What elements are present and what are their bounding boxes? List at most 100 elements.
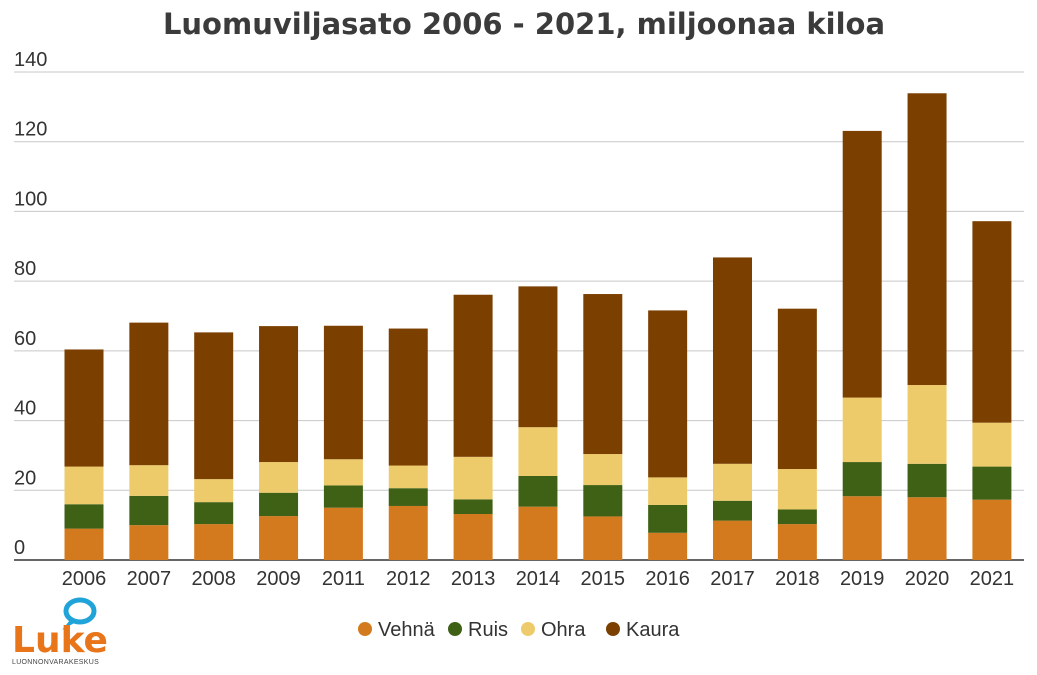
bar-segment <box>777 308 817 470</box>
bar-segment <box>583 454 623 486</box>
bars <box>64 93 1012 560</box>
bar-segment <box>259 462 299 493</box>
bar-stack-2016 <box>648 310 688 560</box>
logo-wordmark: Luke <box>12 620 108 661</box>
bar-segment <box>323 325 363 460</box>
legend-label: Kaura <box>626 619 680 641</box>
bar-segment <box>842 462 882 497</box>
bar-segment <box>194 524 234 560</box>
bar-segment <box>777 524 817 560</box>
x-tick-label: 2020 <box>905 568 950 590</box>
bar-stack-2013 <box>453 294 493 560</box>
x-tick-label: 2009 <box>256 568 301 590</box>
legend-label: Ruis <box>468 619 508 641</box>
y-tick-label: 0 <box>14 537 25 559</box>
bar-segment <box>518 506 558 560</box>
bar-segment <box>259 516 299 560</box>
bar-segment <box>64 504 104 529</box>
bar-segment <box>583 516 623 560</box>
bar-stack-2020 <box>907 93 947 560</box>
bar-segment <box>194 479 234 503</box>
bar-segment <box>842 397 882 463</box>
bar-stack-2008 <box>194 332 234 560</box>
bar-segment <box>388 465 428 489</box>
x-tick-label: 2019 <box>840 568 885 590</box>
bar-segment <box>907 497 947 560</box>
bar-segment <box>972 422 1012 467</box>
y-tick-label: 140 <box>14 49 47 71</box>
legend-swatch <box>521 622 535 636</box>
bar-segment <box>388 505 428 560</box>
bar-stack-2015 <box>583 294 623 560</box>
y-axis-ticks: 0 20 40 60 80 100 120 140 <box>14 49 47 559</box>
bar-segment <box>64 466 104 505</box>
bar-segment <box>323 507 363 560</box>
bar-segment <box>713 520 752 560</box>
legend-label: Ohra <box>541 619 586 641</box>
legend-swatch <box>358 622 372 636</box>
bar-stack-2007 <box>129 322 169 560</box>
bar-segment <box>129 322 169 466</box>
bar-segment <box>907 93 947 386</box>
bar-segment <box>713 500 752 521</box>
legend-item: Vehnä <box>358 619 436 641</box>
y-tick-label: 60 <box>14 328 36 350</box>
bar-segment <box>842 130 882 398</box>
y-tick-label: 40 <box>14 398 36 420</box>
bar-stack-2021 <box>972 221 1012 560</box>
bar-stack-2018 <box>777 308 817 560</box>
bar-segment <box>194 332 234 480</box>
bar-segment <box>259 492 299 517</box>
bar-segment <box>583 294 623 455</box>
bar-segment <box>388 488 428 506</box>
y-tick-label: 100 <box>14 188 47 210</box>
bar-segment <box>129 495 169 526</box>
y-tick-label: 120 <box>14 119 47 141</box>
legend-item: Ruis <box>448 619 508 641</box>
bar-segment <box>972 221 1012 423</box>
bar-segment <box>713 463 752 501</box>
bar-segment <box>972 499 1012 560</box>
y-tick-label: 20 <box>14 467 36 489</box>
bar-segment <box>583 485 623 517</box>
logo-subtitle: LUONNONVARAKESKUS <box>12 659 99 666</box>
bar-segment <box>388 328 428 466</box>
bar-segment <box>259 326 299 463</box>
bar-segment <box>453 499 493 514</box>
x-tick-label: 2014 <box>516 568 561 590</box>
bar-segment <box>323 459 363 486</box>
legend-swatch <box>606 622 620 636</box>
legend: Vehnä Ruis Ohra Kaura <box>358 619 680 641</box>
bar-segment <box>129 465 169 496</box>
bar-segment <box>907 385 947 464</box>
x-tick-label: 2006 <box>62 568 107 590</box>
bar-stack-2014 <box>518 286 558 560</box>
bar-stack-2019 <box>842 130 882 560</box>
x-axis-ticks: 2006 2007 2008 2009 2011 2012 2013 2014 2015 2016… <box>62 568 1014 590</box>
bar-segment <box>64 349 104 467</box>
bar-stack-2011 <box>323 325 363 560</box>
bar-segment <box>453 513 493 560</box>
x-tick-label: 2018 <box>775 568 820 590</box>
bar-segment <box>907 463 947 498</box>
bar-segment <box>648 532 688 560</box>
legend-item: Ohra <box>521 619 586 641</box>
x-tick-label: 2015 <box>581 568 626 590</box>
bar-stack-2012 <box>388 328 428 560</box>
x-tick-label: 2012 <box>386 568 431 590</box>
bar-segment <box>64 528 104 560</box>
bar-segment <box>518 286 558 428</box>
bar-segment <box>129 525 169 560</box>
x-tick-label: 2013 <box>451 568 496 590</box>
x-tick-label: 2017 <box>710 568 755 590</box>
bar-segment <box>777 509 817 525</box>
x-tick-label: 2008 <box>191 568 236 590</box>
legend-item: Kaura <box>606 619 680 641</box>
bar-stack-2017 <box>713 257 752 560</box>
x-tick-label: 2016 <box>645 568 690 590</box>
bar-segment <box>648 310 688 478</box>
bar-segment <box>194 502 234 525</box>
bar-segment <box>777 469 817 510</box>
bar-stack-2009 <box>259 326 299 560</box>
